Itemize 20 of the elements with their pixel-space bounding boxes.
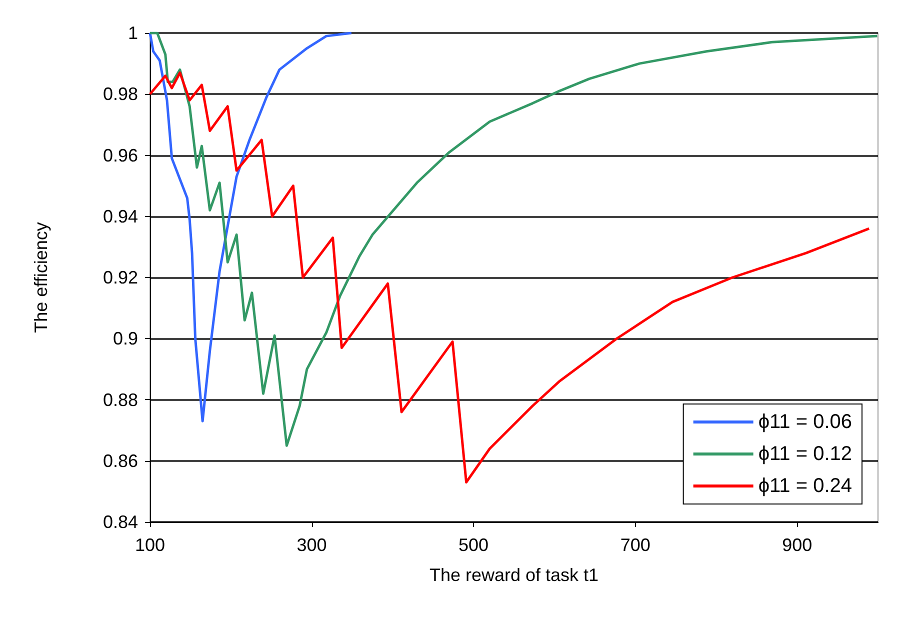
y-tick-label: 0.92 bbox=[102, 268, 138, 288]
line-series bbox=[148, 32, 353, 422]
x-tick-label: 300 bbox=[296, 535, 327, 555]
y-tick-label: 0.96 bbox=[102, 145, 138, 166]
y-tick-label: 0.94 bbox=[102, 206, 138, 226]
y-tick-label: 0.86 bbox=[102, 450, 138, 471]
y-axis-title: The efficiency bbox=[31, 222, 51, 333]
x-tick-label: 700 bbox=[620, 535, 650, 555]
y-tick-label: 1 bbox=[128, 23, 138, 43]
legend-label: ϕ11 = 0.24 bbox=[758, 475, 852, 497]
y-tick-label: 0.84 bbox=[102, 512, 138, 532]
y-tick-label: 0.98 bbox=[102, 84, 138, 104]
legend-label: ϕ11 = 0.06 bbox=[758, 411, 852, 433]
x-tick-label: 900 bbox=[782, 535, 812, 555]
x-tick-label: 500 bbox=[458, 535, 489, 555]
x-axis-title: The reward of task t1 bbox=[429, 565, 599, 585]
x-tick-label: 100 bbox=[134, 535, 166, 555]
y-tick-label: 0.9 bbox=[112, 328, 138, 349]
y-tick-label: 0.88 bbox=[102, 390, 138, 410]
legend-label: ϕ11 = 0.12 bbox=[758, 443, 852, 465]
